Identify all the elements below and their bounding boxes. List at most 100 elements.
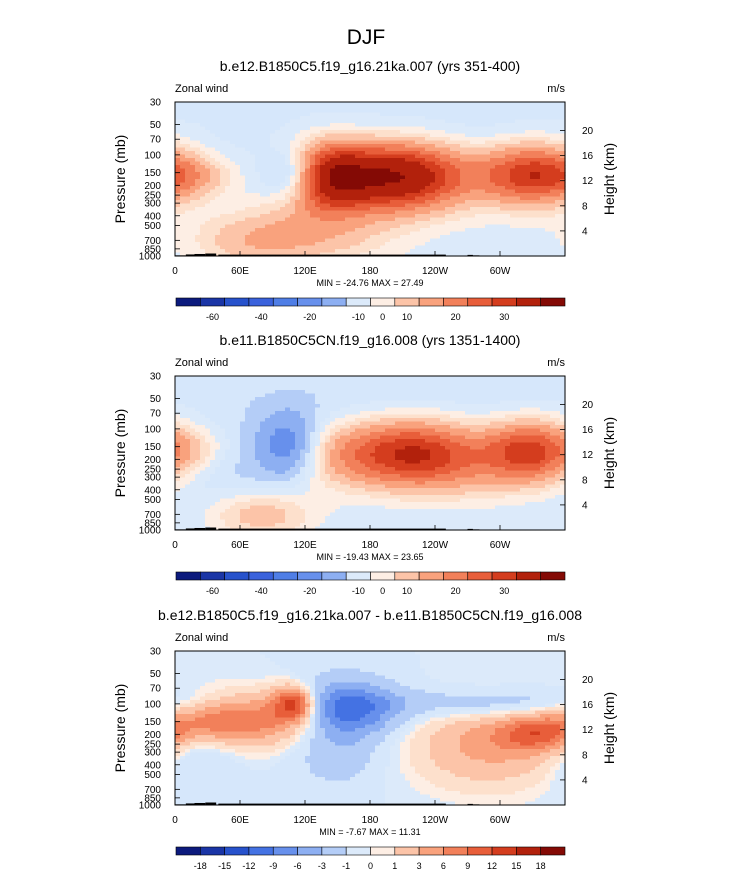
field-cell bbox=[385, 133, 391, 138]
field-cell bbox=[560, 158, 566, 163]
field-cell bbox=[270, 242, 276, 247]
field-cell bbox=[195, 105, 201, 110]
field-cell bbox=[285, 196, 291, 201]
field-cell bbox=[240, 435, 246, 440]
field-cell bbox=[280, 231, 286, 236]
field-cell bbox=[355, 407, 361, 412]
field-cell bbox=[405, 238, 411, 243]
field-cell bbox=[490, 186, 496, 191]
field-cell bbox=[215, 196, 221, 201]
field-cell bbox=[405, 428, 411, 433]
field-cell bbox=[290, 407, 296, 412]
field-cell bbox=[415, 221, 421, 226]
field-cell bbox=[455, 179, 461, 184]
field-cell bbox=[270, 119, 276, 124]
field-cell bbox=[370, 126, 376, 131]
field-cell bbox=[485, 179, 491, 184]
field-cell bbox=[375, 379, 381, 384]
field-cell bbox=[345, 193, 351, 198]
field-cell bbox=[350, 383, 356, 388]
field-cell bbox=[415, 425, 421, 430]
field-cell bbox=[210, 238, 216, 243]
field-cell bbox=[505, 390, 511, 395]
field-cell bbox=[335, 105, 341, 110]
field-cell bbox=[530, 140, 536, 145]
field-cell bbox=[490, 435, 496, 440]
field-cell bbox=[535, 411, 541, 416]
field-cell bbox=[505, 109, 511, 114]
field-cell bbox=[265, 137, 271, 142]
field-cell bbox=[390, 168, 396, 173]
field-cell bbox=[520, 154, 526, 159]
field-cell bbox=[245, 379, 251, 384]
field-cell bbox=[385, 428, 391, 433]
field-cell bbox=[430, 116, 436, 121]
field-cell bbox=[255, 231, 261, 236]
field-cell bbox=[345, 245, 351, 250]
field-cell bbox=[335, 168, 341, 173]
field-cell bbox=[325, 140, 331, 145]
field-cell bbox=[190, 158, 196, 163]
field-cell bbox=[555, 400, 561, 405]
field-cell bbox=[500, 242, 506, 247]
field-cell bbox=[440, 116, 446, 121]
field-cell bbox=[400, 432, 406, 437]
field-cell bbox=[230, 249, 236, 254]
field-cell bbox=[545, 151, 551, 156]
field-cell bbox=[410, 252, 416, 257]
field-cell bbox=[230, 390, 236, 395]
field-cell bbox=[540, 379, 546, 384]
field-cell bbox=[350, 404, 356, 409]
field-cell bbox=[560, 224, 566, 229]
field-cell bbox=[480, 172, 486, 177]
field-cell bbox=[500, 161, 506, 166]
field-cell bbox=[475, 126, 481, 131]
field-cell bbox=[405, 112, 411, 117]
field-cell bbox=[225, 228, 231, 233]
field-cell bbox=[425, 228, 431, 233]
field-cell bbox=[420, 186, 426, 191]
field-cell bbox=[215, 175, 221, 180]
field-cell bbox=[510, 151, 516, 156]
field-cell bbox=[545, 144, 551, 149]
field-cell bbox=[270, 196, 276, 201]
field-cell bbox=[485, 161, 491, 166]
field-cell bbox=[190, 421, 196, 426]
field-cell bbox=[510, 379, 516, 384]
field-cell bbox=[315, 123, 321, 128]
field-cell bbox=[245, 200, 251, 205]
field-cell bbox=[360, 123, 366, 128]
field-cell bbox=[200, 161, 206, 166]
field-cell bbox=[455, 144, 461, 149]
field-cell bbox=[525, 432, 531, 437]
field-cell bbox=[225, 112, 231, 117]
field-cell bbox=[485, 231, 491, 236]
field-cell bbox=[455, 411, 461, 416]
field-cell bbox=[525, 172, 531, 177]
field-cell bbox=[250, 393, 256, 398]
field-cell bbox=[200, 235, 206, 240]
field-cell bbox=[395, 133, 401, 138]
field-cell bbox=[330, 175, 336, 180]
field-cell bbox=[535, 165, 541, 170]
field-cell bbox=[255, 147, 261, 152]
field-cell bbox=[290, 158, 296, 163]
field-cell bbox=[415, 421, 421, 426]
field-cell bbox=[285, 428, 291, 433]
field-cell bbox=[385, 393, 391, 398]
field-cell bbox=[295, 231, 301, 236]
field-cell bbox=[520, 161, 526, 166]
field-cell bbox=[255, 404, 261, 409]
field-cell bbox=[375, 200, 381, 205]
field-cell bbox=[445, 231, 451, 236]
field-cell bbox=[410, 189, 416, 194]
field-cell bbox=[310, 119, 316, 124]
field-cell bbox=[460, 172, 466, 177]
field-cell bbox=[550, 379, 556, 384]
field-cell bbox=[250, 165, 256, 170]
field-cell bbox=[325, 432, 331, 437]
field-cell bbox=[400, 161, 406, 166]
field-cell bbox=[445, 407, 451, 412]
field-cell bbox=[390, 126, 396, 131]
field-cell bbox=[220, 207, 226, 212]
